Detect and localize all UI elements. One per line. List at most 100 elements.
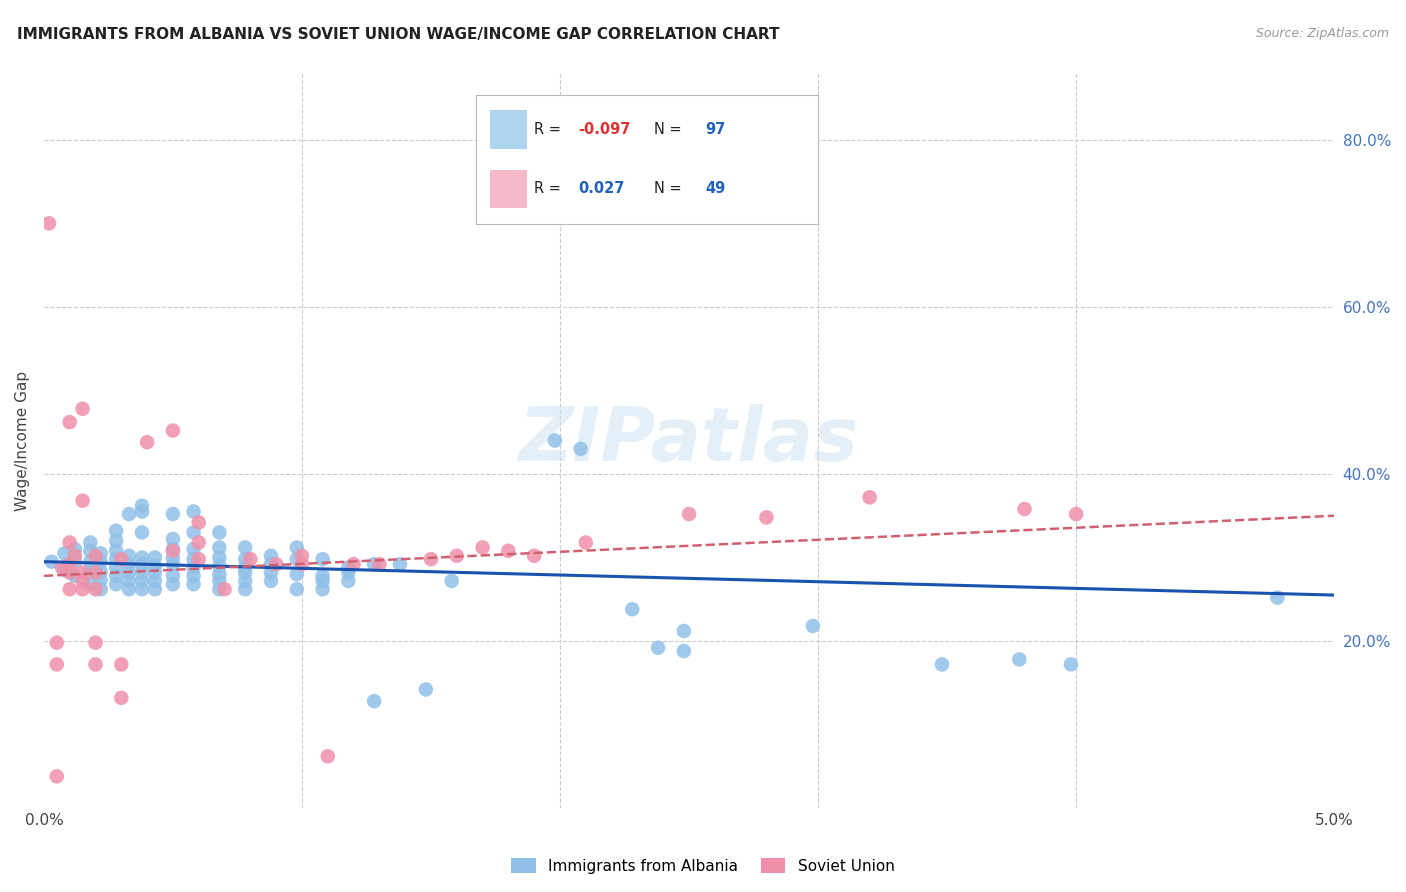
Point [678,507,700,521]
Point [90,555,112,569]
Point [931,657,953,672]
Point [183,525,205,540]
Point [72,582,94,597]
Point [183,560,205,574]
Point [233,560,256,574]
Point [45,769,67,783]
Point [131,582,153,597]
Point [208,525,231,540]
Point [337,574,360,588]
Point [72,401,94,416]
Point [183,542,205,557]
Point [311,574,333,588]
Point [63,555,86,569]
Point [105,533,128,548]
Point [59,557,82,571]
Point [38,216,60,230]
Point [105,552,128,566]
Point [1267,591,1289,605]
Point [105,569,128,583]
Point [208,574,231,588]
Point [118,557,141,571]
Point [84,566,107,580]
Point [131,504,153,518]
Point [84,582,107,597]
Point [621,602,644,616]
Point [187,516,209,530]
Point [63,542,86,557]
Point [59,582,82,597]
Point [90,573,112,587]
Point [1014,502,1036,516]
Point [105,543,128,558]
Point [136,435,159,450]
Point [1060,657,1083,672]
Point [162,424,184,438]
Point [162,543,184,558]
Point [118,507,141,521]
Point [105,577,128,591]
Point [131,557,153,571]
Point [143,550,166,565]
Point [446,549,468,563]
Point [569,442,592,456]
Point [233,541,256,555]
Point [131,499,153,513]
Point [162,557,184,571]
Point [363,557,385,571]
Y-axis label: Wage/Income Gap: Wage/Income Gap [15,370,30,510]
Point [363,694,385,708]
Point [105,560,128,574]
Point [84,635,107,649]
Point [260,549,283,563]
Point [143,574,166,588]
Point [59,415,82,429]
Point [79,543,101,558]
Point [260,574,283,588]
Point [118,566,141,580]
Point [79,555,101,569]
Point [183,504,205,518]
Point [544,434,567,448]
Point [110,552,132,566]
Point [498,543,520,558]
Point [79,535,101,549]
Point [162,542,184,557]
Point [63,569,86,583]
Point [285,582,308,597]
Point [208,541,231,555]
Point [162,550,184,565]
Point [63,549,86,563]
Point [233,552,256,566]
Point [337,566,360,580]
Point [311,582,333,597]
Point [316,749,339,764]
Point [233,566,256,580]
Point [285,541,308,555]
Point [90,582,112,597]
Point [45,657,67,672]
Point [84,549,107,563]
Point [72,574,94,588]
Text: ZIPatlas: ZIPatlas [519,404,859,477]
Point [183,569,205,583]
Point [187,552,209,566]
Point [183,577,205,591]
Point [420,552,443,566]
Point [59,566,82,580]
Point [342,557,364,571]
Point [59,535,82,549]
Point [79,566,101,580]
Point [285,567,308,582]
Point [51,560,73,574]
Point [214,582,236,597]
Point [131,566,153,580]
Point [471,541,494,555]
Point [208,567,231,582]
Point [859,491,882,505]
Point [260,557,283,571]
Point [143,582,166,597]
Legend: Immigrants from Albania, Soviet Union: Immigrants from Albania, Soviet Union [505,852,901,880]
Point [208,550,231,565]
Point [285,552,308,566]
